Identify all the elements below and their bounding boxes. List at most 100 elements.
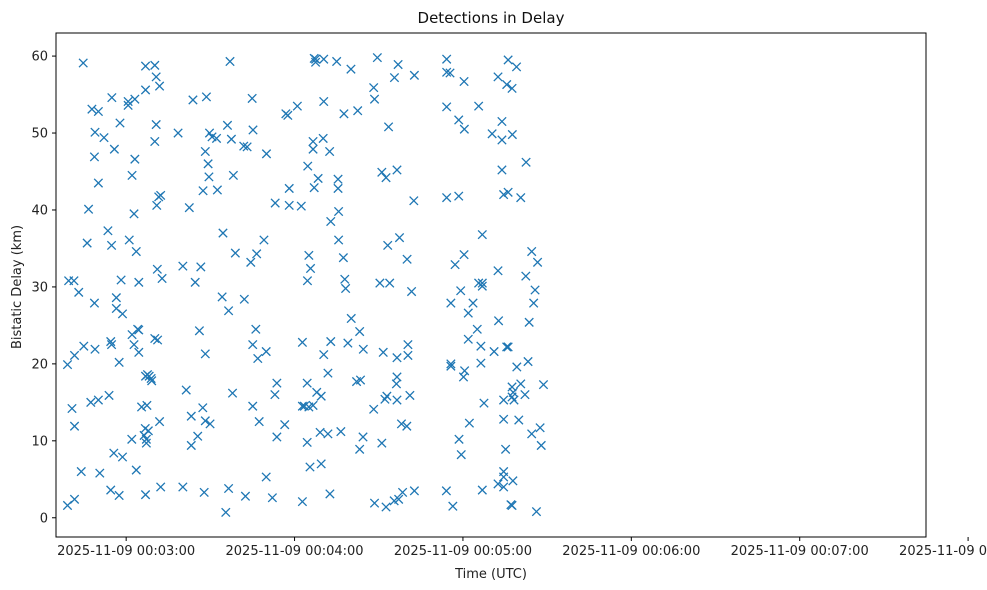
data-point (382, 391, 392, 401)
data-point (204, 172, 214, 182)
data-point (62, 359, 73, 370)
data-point (521, 271, 531, 281)
y-tick-label: 40 (31, 203, 48, 218)
data-point (454, 191, 464, 201)
data-point (441, 67, 452, 77)
data-point (392, 372, 402, 382)
data-point (459, 76, 469, 87)
data-point (297, 496, 308, 507)
data-point (479, 398, 489, 408)
data-point (333, 235, 344, 245)
data-point (459, 249, 469, 260)
data-point (393, 59, 403, 70)
data-point (512, 362, 522, 372)
data-point (487, 129, 497, 139)
data-point (503, 187, 513, 197)
data-point (508, 387, 518, 398)
data-point (302, 378, 312, 388)
x-tick-label: 2025-11-09 00:08:00 (899, 544, 987, 559)
data-point (130, 154, 140, 164)
data-point (409, 196, 419, 206)
data-point (477, 281, 487, 291)
x-tick-label: 2025-11-09 00:06:00 (562, 544, 700, 559)
data-point (261, 149, 272, 159)
data-point (131, 246, 141, 257)
data-point (157, 273, 167, 284)
data-point (535, 423, 545, 433)
data-point (140, 490, 151, 500)
y-axis-label: Bistatic Delay (km) (10, 225, 25, 349)
data-point (89, 152, 100, 162)
data-point (261, 346, 271, 357)
data-point (184, 203, 194, 213)
data-point (134, 347, 144, 357)
data-point (511, 62, 522, 72)
data-point (473, 101, 484, 111)
data-point (507, 129, 517, 140)
data-point (326, 336, 336, 347)
data-point (476, 358, 486, 368)
y-tick-label: 60 (31, 50, 48, 65)
data-point (369, 82, 379, 93)
data-point (508, 476, 518, 486)
data-point (246, 257, 256, 267)
data-points (62, 52, 549, 518)
axes: 0 10 20 30 40 50 60 2025-11-09 00:03:00 2025-11-… (31, 32, 987, 559)
data-point (93, 106, 104, 117)
data-point (129, 339, 139, 350)
data-point (141, 434, 152, 444)
data-point (316, 391, 326, 401)
data-point (267, 493, 278, 503)
data-point (493, 72, 503, 82)
data-point (248, 339, 258, 350)
data-point (150, 136, 160, 147)
data-point (225, 56, 235, 67)
data-point (497, 135, 507, 145)
data-point (326, 216, 336, 227)
data-point (468, 298, 478, 308)
data-point (343, 338, 353, 348)
data-point (402, 254, 412, 264)
data-point (530, 285, 540, 295)
data-point (346, 64, 356, 74)
data-point (333, 174, 343, 184)
data-point (86, 397, 96, 408)
data-point (402, 421, 412, 431)
data-point (527, 429, 537, 439)
chart-title: Detections in Delay (418, 9, 565, 27)
data-point (477, 278, 487, 288)
data-point (516, 193, 526, 203)
data-point (493, 479, 503, 489)
data-point (89, 298, 100, 308)
data-point (456, 286, 466, 296)
data-point (200, 146, 210, 157)
data-point (151, 72, 161, 82)
data-point (124, 235, 134, 245)
data-point (498, 395, 509, 405)
data-point (90, 344, 100, 354)
data-point (476, 341, 486, 351)
data-point (538, 379, 549, 390)
data-point (239, 141, 249, 151)
data-point (392, 353, 402, 363)
data-point (78, 58, 88, 68)
data-point (140, 61, 151, 71)
data-point (127, 434, 137, 444)
data-point (323, 429, 333, 439)
data-point (353, 106, 363, 116)
data-point (503, 55, 513, 65)
data-point (156, 190, 166, 201)
data-point (239, 294, 249, 304)
data-point (500, 444, 511, 454)
data-point (315, 427, 325, 438)
data-point (441, 54, 452, 64)
data-point (196, 262, 206, 272)
data-point (154, 416, 165, 427)
data-point (106, 336, 116, 347)
data-point (69, 276, 79, 286)
data-point (79, 341, 89, 351)
data-point (123, 96, 133, 107)
data-point (117, 309, 128, 319)
data-point (372, 52, 382, 63)
